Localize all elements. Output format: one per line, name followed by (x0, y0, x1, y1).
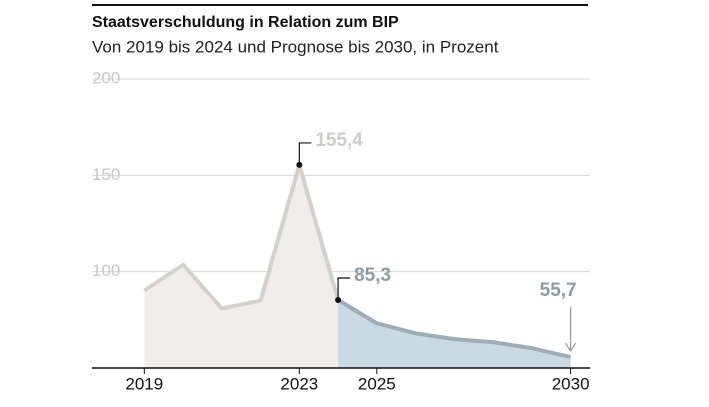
x-tick-label: 2030 (552, 374, 590, 393)
y-tick-label: 150 (92, 165, 120, 184)
y-tick-label: 200 (92, 68, 120, 87)
data-label: 85,3 (354, 265, 391, 286)
y-tick-label: 100 (92, 261, 120, 280)
x-tick-label: 2023 (280, 374, 318, 393)
x-tick-label: 2019 (125, 374, 163, 393)
line (143, 162, 341, 311)
chart-title: Staatsverschuldung in Relation zum BIP (92, 14, 399, 31)
arrow-head (565, 342, 577, 353)
leader (298, 142, 312, 165)
area (144, 164, 339, 368)
area (338, 299, 571, 368)
x-tick-label: 2025 (358, 374, 396, 393)
data-label: 55,7 (540, 280, 577, 301)
data-label: 155,4 (315, 130, 363, 151)
leader (337, 277, 351, 300)
chart-subtitle: Von 2019 bis 2024 und Prognose bis 2030,… (92, 37, 499, 56)
line (337, 298, 572, 359)
